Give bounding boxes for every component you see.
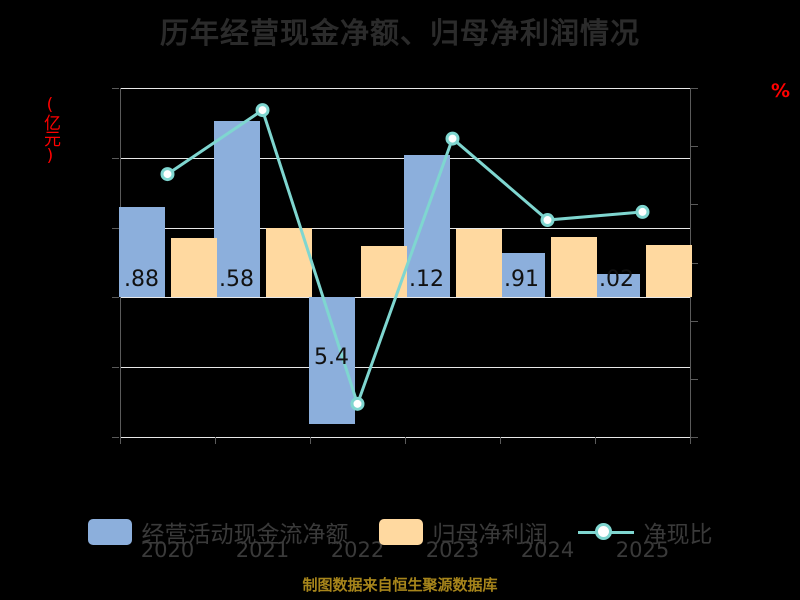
bar-profit-2020[interactable] <box>170 238 217 298</box>
gridline <box>120 297 690 299</box>
legend-swatch-cash <box>87 519 132 545</box>
right-axis-tick <box>691 320 698 322</box>
legend-item-ratio[interactable]: 净现比 <box>577 515 713 549</box>
right-axis-unit-label: % <box>771 80 791 102</box>
legend-label-cash: 经营活动现金流净额 <box>141 522 349 548</box>
bar-profit-2025[interactable] <box>645 245 692 298</box>
x-axis-tick <box>310 437 311 444</box>
left-axis-tick <box>112 367 119 369</box>
right-axis-tick <box>691 204 698 206</box>
line-marker-2021[interactable] <box>255 103 270 118</box>
x-axis-tick-label: 2024 <box>520 538 575 562</box>
bar-cash-2020[interactable] <box>118 207 165 298</box>
legend-label-profit: 归母净利润 <box>432 522 548 548</box>
line-marker-2025[interactable] <box>635 204 650 219</box>
x-axis-tick <box>405 437 406 444</box>
bar-profit-2024[interactable] <box>550 236 597 298</box>
x-axis-tick-label: 2020 <box>140 538 195 562</box>
bar-cash-2024[interactable] <box>498 252 545 298</box>
x-axis-tick <box>595 437 596 444</box>
right-axis-tick <box>691 146 698 148</box>
plot-area: 9630-3-6 3002001000-100-200-300 .88.585.… <box>112 88 698 562</box>
right-axis-tick <box>691 262 698 264</box>
bar-cash-2023[interactable] <box>403 155 450 298</box>
x-axis-tick-label: 2022 <box>330 538 385 562</box>
line-path-ratio <box>166 107 643 409</box>
legend-marker-line-icon <box>577 519 634 545</box>
right-axis-tick <box>691 378 698 380</box>
bar-cash-2021[interactable] <box>213 121 260 298</box>
chart-title: 历年经营现金净额、归母净利润情况 <box>159 16 640 50</box>
x-axis-tick-label: 2023 <box>425 538 480 562</box>
chart-legend: 经营活动现金流净额 归母净利润 净现比 <box>0 515 800 549</box>
left-axis-tick <box>112 437 119 438</box>
gridline <box>120 367 690 369</box>
legend-swatch-profit <box>378 519 423 545</box>
left-axis-tick <box>112 88 119 89</box>
line-marker-2023[interactable] <box>445 131 460 146</box>
right-axis-tick <box>691 437 698 438</box>
line-marker-2020[interactable] <box>160 167 175 182</box>
gridline <box>120 88 690 89</box>
legend-item-cash[interactable]: 经营活动现金流净额 <box>87 515 349 549</box>
right-axis-tick <box>691 88 698 89</box>
left-axis-tick <box>112 227 119 229</box>
chart-footer-note: 制图数据来自恒生聚源数据库 <box>302 576 498 594</box>
line-series-layer <box>160 103 650 411</box>
x-axis-tick <box>690 437 691 444</box>
bar-profit-2023[interactable] <box>455 228 502 298</box>
x-axis-tick <box>120 437 121 444</box>
line-marker-2024[interactable] <box>540 213 555 228</box>
legend-label-ratio: 净现比 <box>643 522 713 548</box>
left-axis-tick <box>112 157 119 159</box>
x-axis-tick <box>215 437 216 444</box>
x-axis-tick-label: 2021 <box>235 538 290 562</box>
line-marker-2022[interactable] <box>350 396 365 411</box>
x-axis-tick-label: 2025 <box>615 538 670 562</box>
left-axis-unit-label: (亿元) <box>40 95 60 165</box>
legend-item-profit[interactable]: 归母净利润 <box>378 515 548 549</box>
bar-cash-2022[interactable] <box>308 297 355 425</box>
x-axis-tick <box>500 437 501 444</box>
bar-cash-2025[interactable] <box>593 273 640 298</box>
left-axis-tick <box>112 297 119 299</box>
